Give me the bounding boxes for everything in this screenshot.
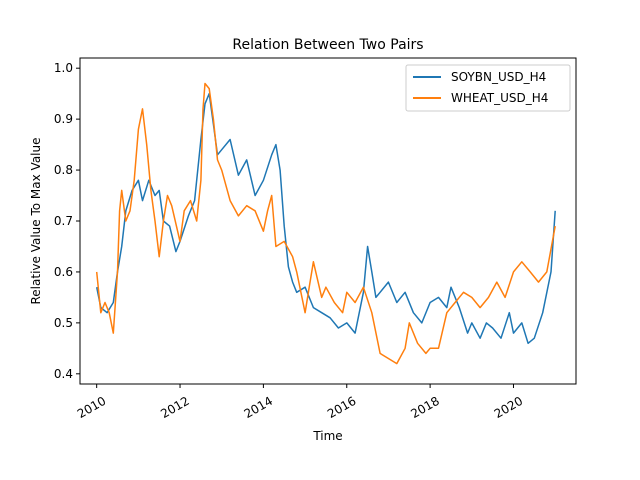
legend-label-wheat: WHEAT_USD_H4 <box>451 91 548 105</box>
y-tick-label: 0.9 <box>54 112 73 126</box>
y-tick-label: 0.5 <box>54 316 73 330</box>
legend-box <box>405 64 571 112</box>
y-axis: 0.4 0.5 0.6 0.7 0.8 0.9 1.0 <box>54 61 80 381</box>
series-line-wheat-usd-h4 <box>95 82 556 365</box>
legend: SOYBN_USD_H4 WHEAT_USD_H4 <box>405 64 571 112</box>
y-tick-label: 0.6 <box>54 265 73 279</box>
chart-title: Relation Between Two Pairs <box>232 37 423 53</box>
series-line-soybn-usd-h4 <box>95 92 556 345</box>
y-axis-label: Relative Value To Max Value <box>29 138 43 305</box>
y-tick-label: 0.4 <box>54 367 73 381</box>
y-tick-label: 1.0 <box>54 61 73 75</box>
y-tick-label: 0.7 <box>54 214 73 228</box>
plot-area <box>95 82 556 365</box>
legend-label-soybn: SOYBN_USD_H4 <box>451 70 546 84</box>
x-axis-label: Time <box>312 429 342 443</box>
y-tick-label: 0.8 <box>54 163 73 177</box>
